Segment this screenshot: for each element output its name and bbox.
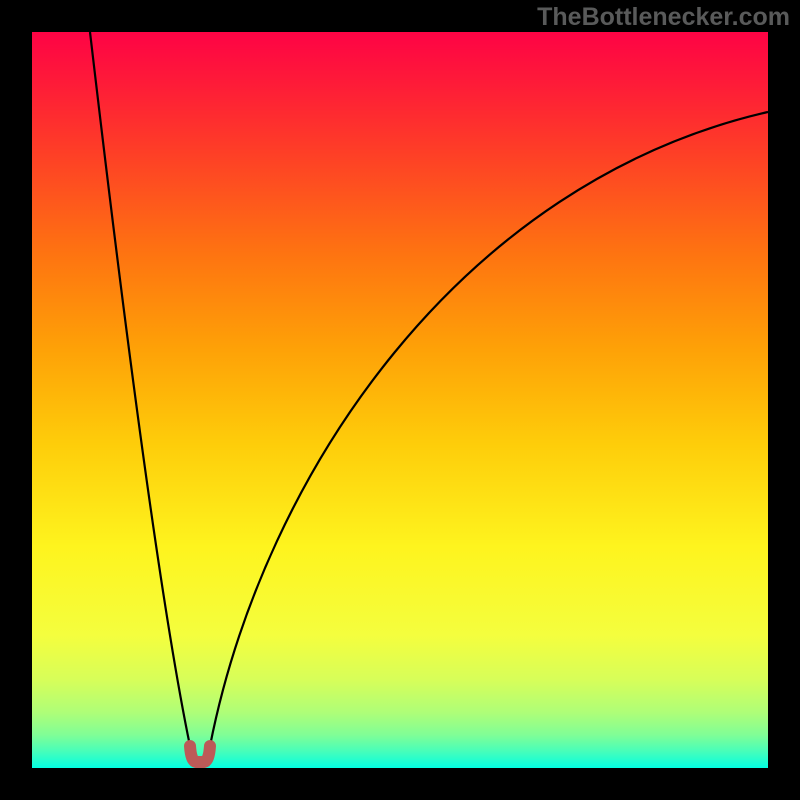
chart-background bbox=[32, 32, 768, 768]
watermark-text: TheBottlenecker.com bbox=[537, 3, 790, 32]
bottleneck-chart bbox=[32, 32, 768, 768]
